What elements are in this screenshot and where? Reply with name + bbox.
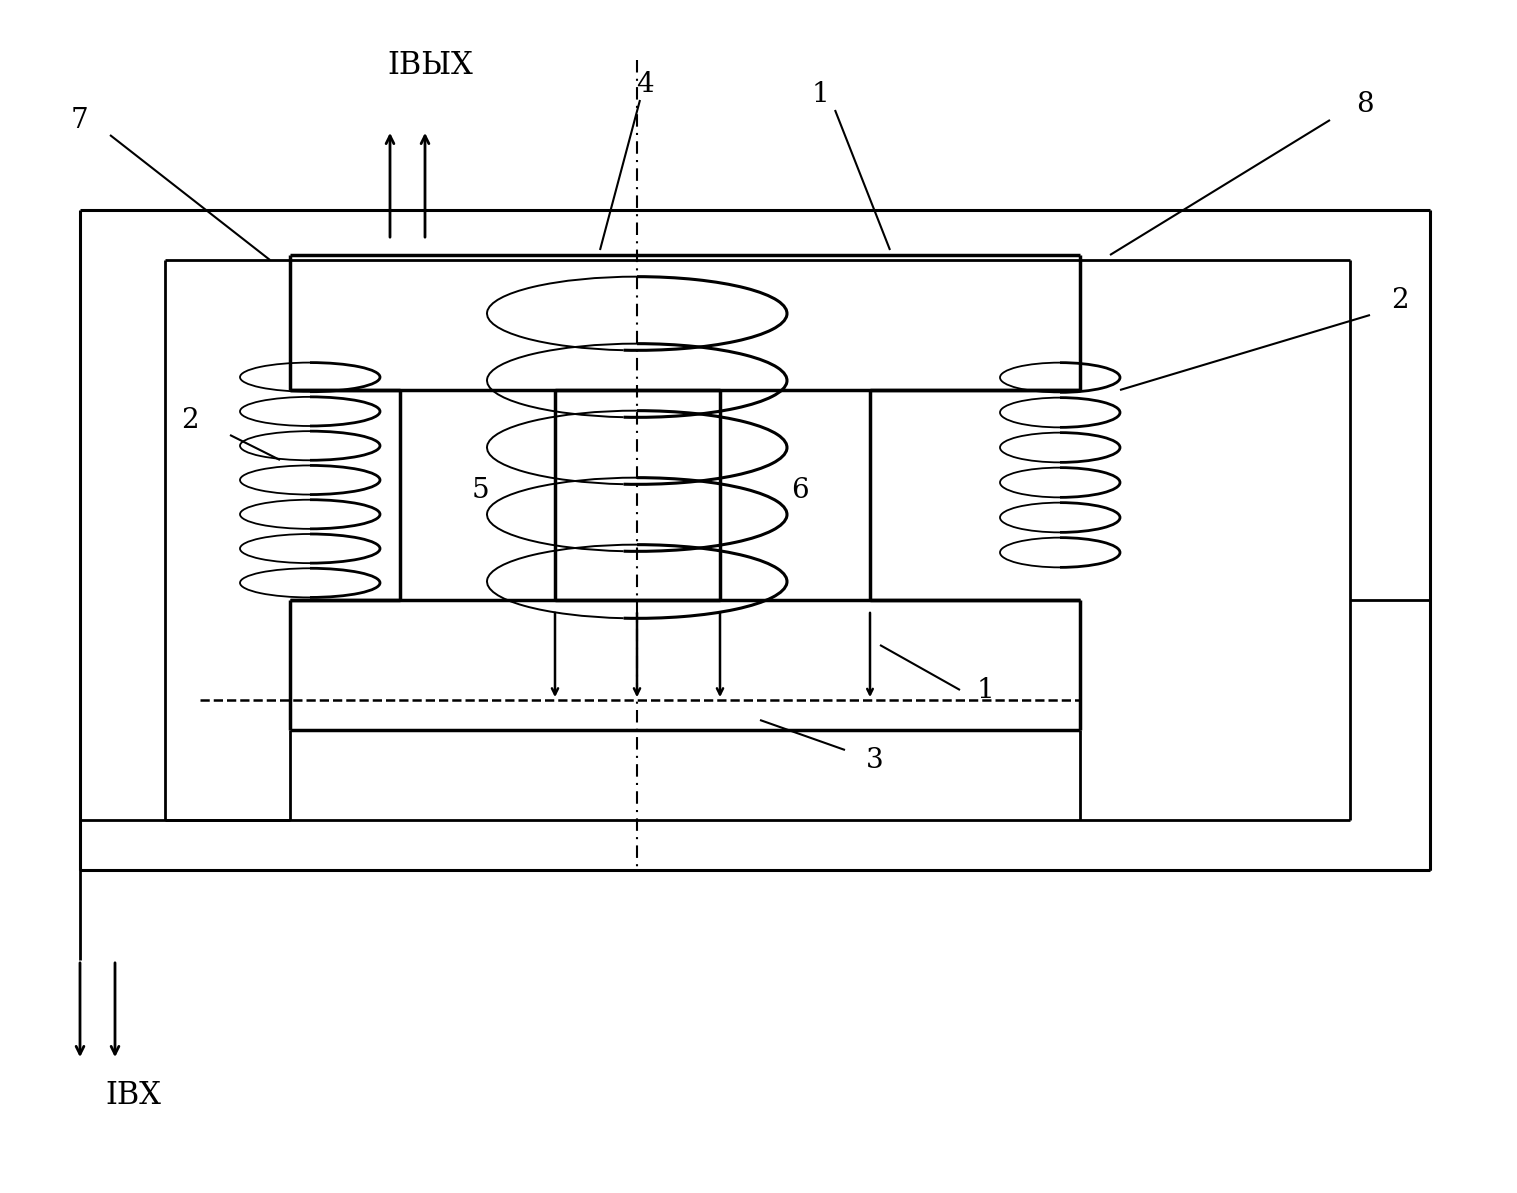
Text: 5: 5 (472, 476, 488, 503)
Text: 4: 4 (636, 72, 654, 99)
Text: 1: 1 (812, 81, 828, 109)
Text: 3: 3 (866, 747, 884, 773)
Text: 7: 7 (71, 106, 90, 134)
Text: 1: 1 (975, 676, 994, 704)
Text: 2: 2 (1391, 286, 1409, 314)
Text: IВЫХ: IВЫХ (387, 49, 473, 80)
Text: IВХ: IВХ (105, 1080, 161, 1111)
Text: 2: 2 (181, 407, 199, 433)
Text: 6: 6 (792, 476, 809, 503)
Text: 8: 8 (1356, 92, 1374, 118)
